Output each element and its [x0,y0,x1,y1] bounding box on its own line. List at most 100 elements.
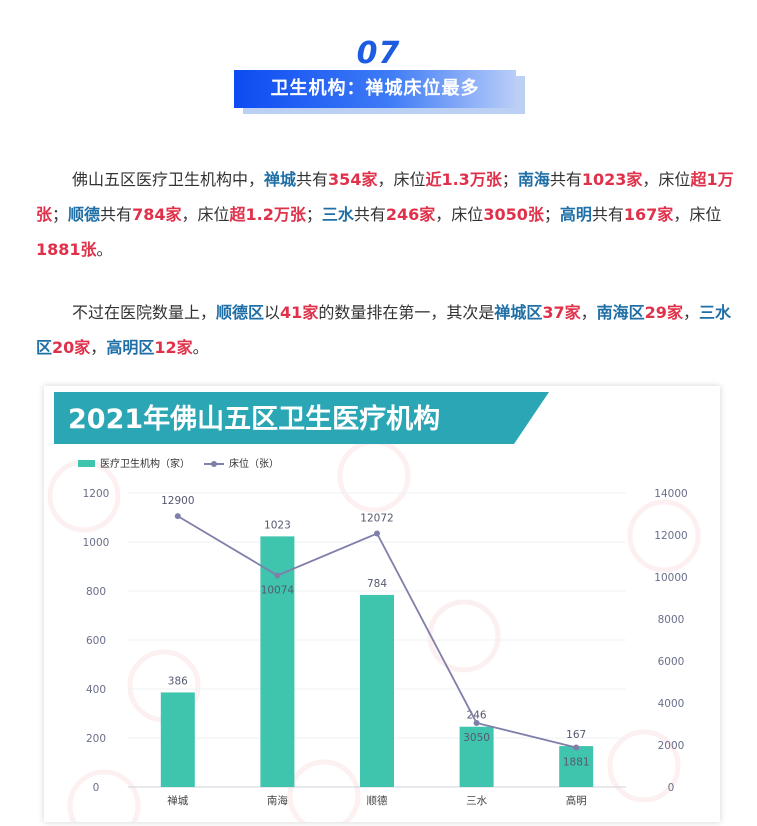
left-tick-label: 1000 [83,537,110,549]
legend: 医疗卫生机构（家） 床位（张） [78,457,279,470]
place-name: 三水区 [36,303,731,357]
legend-bar-label: 医疗卫生机构（家） [100,457,190,470]
text-segment: 共有 [353,205,386,224]
highlight-number: 167家 [623,205,674,224]
watermark-mark [607,729,681,803]
place-name: 高明区 [106,338,155,357]
bar [459,726,494,787]
place-name: 顺德 [68,205,101,224]
chart-card: 2021年佛山五区卫生医疗机构 医疗卫生机构（家） 床位（张） 0 200 400 60… [44,386,720,826]
bar-value-label: 784 [367,578,387,590]
section-title: 卫生机构：禅城床位最多 [234,70,516,108]
highlight-number: 超1万张 [36,170,734,224]
legend-line-marker [211,461,217,467]
right-axis: 0 2000 4000 6000 8000 10000 12000 14000 [654,488,687,794]
highlight-number: 20家 [52,338,91,357]
watermark-mark [427,599,501,673]
highlight-number: 784家 [132,205,182,224]
legend-bar-swatch [78,460,95,467]
place-name: 禅城区 [494,303,543,322]
highlight-number: 41家 [280,303,319,322]
highlight-number: 246家 [385,205,436,224]
bed-value-label: 10074 [261,584,295,596]
chart: 2021年佛山五区卫生医疗机构 医疗卫生机构（家） 床位（张） 0 200 400 60… [47,392,701,826]
text-segment: 。 [192,338,209,357]
text-segment: ； [543,205,560,224]
left-tick-label: 400 [86,684,106,696]
bed-point [473,719,480,726]
x-axis: 禅城 南海 顺德 三水 高明 [167,794,586,807]
place-name: 禅城 [264,170,297,189]
watermark-mark [627,499,701,573]
text-segment: ， [90,338,107,357]
place-name: 南海 [517,170,550,189]
highlight-number: 29家 [644,303,683,322]
highlight-number: 3050张 [483,205,544,224]
bed-point [274,572,281,579]
bed-value-label: 1881 [563,756,590,768]
right-tick-label: 4000 [658,698,685,710]
highlight-number: 12家 [154,338,193,357]
text-segment: ， [580,303,597,322]
text-segment: 共有 [100,205,133,224]
bed-point [174,513,181,520]
paragraph-summary: 佛山五区医疗卫生机构中，禅城共有354家，床位近1.3万张；南海共有1023家，… [36,162,736,267]
highlight-number: 近1.3万张 [425,170,502,189]
x-tick-label: 禅城 [167,794,188,807]
bed-value-label: 12072 [360,512,393,524]
text-segment: ； [305,205,322,224]
text-segment: 以 [264,303,281,322]
text-segment: 共有 [591,205,624,224]
x-tick-label: 三水 [466,795,487,807]
text-segment: 不过在医院数量上， [72,303,217,322]
text-segment: ； [52,205,69,224]
x-tick-label: 高明 [566,794,587,807]
highlight-number: 超1.2万张 [229,205,306,224]
highlight-number: 1023家 [581,170,643,189]
bar-value-label: 167 [566,729,586,741]
right-tick-label: 14000 [654,488,687,500]
right-tick-label: 6000 [658,656,685,668]
bar [559,746,594,787]
right-tick-label: 0 [668,782,675,794]
paragraph-hospitals: 不过在医院数量上，顺德区以41家的数量排在第一，其次是禅城区37家，南海区29家… [36,295,736,365]
place-name: 南海区 [596,303,645,322]
text-segment: ，床位 [642,170,691,189]
text-segment: ； [501,170,518,189]
bed-value-label: 3050 [463,732,490,744]
left-tick-label: 600 [86,635,106,647]
bar [360,594,394,787]
right-tick-label: 8000 [658,614,685,626]
text-segment: 。 [96,240,113,259]
place-name: 高明 [559,205,592,224]
text-segment: ，床位 [435,205,484,224]
text-segment: ，床位 [181,205,230,224]
text-segment: ，床位 [673,205,722,224]
text-segment: 佛山五区医疗卫生机构中， [72,170,265,189]
legend-line-label: 床位（张） [229,457,279,470]
left-tick-label: 800 [86,586,106,598]
bed-value-label: 12900 [161,495,194,507]
bar-value-label: 386 [168,675,188,687]
left-tick-label: 0 [93,782,100,794]
left-axis: 0 200 400 600 800 1000 1200 [83,488,110,794]
watermark-mark [67,769,141,826]
left-tick-label: 200 [86,733,106,745]
bed-line: 12900 10074 12072 3050 1881 [161,495,589,768]
place-name: 顺德区 [216,303,265,322]
right-tick-label: 10000 [654,572,687,584]
left-tick-label: 1200 [83,488,110,500]
right-tick-label: 12000 [654,530,687,542]
right-tick-label: 2000 [658,740,685,752]
bar-value-label: 1023 [264,519,291,531]
watermark-mark [337,439,411,513]
highlight-number: 37家 [542,303,581,322]
text-segment: 共有 [549,170,582,189]
chart-title: 2021年佛山五区卫生医疗机构 [68,403,440,435]
bed-point [374,530,380,537]
title-banner [54,392,549,444]
highlight-number: 354家 [328,170,378,189]
text-segment: ，床位 [377,170,426,189]
place-name: 三水 [321,205,354,224]
